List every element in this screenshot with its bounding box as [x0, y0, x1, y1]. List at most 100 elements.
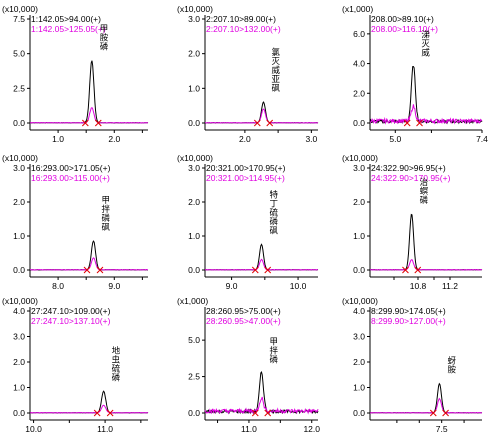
chromatogram-panel-1: (x10,000) 0.0 2.5 5.0 7.5 1.0 2.0 1:142.05>94.0… [2, 4, 149, 144]
legend-entry-1: 20:321.00>170.95(+) [206, 163, 286, 173]
scale-label: (x10,000) [2, 296, 38, 306]
legend-entry-2: 16:293.00>115.00(+) [31, 173, 110, 183]
y-tick-label: 3.0 [13, 163, 25, 173]
trace-2 [370, 397, 483, 414]
chromatogram-panel-2: (x10,000) 0.0 1.0 2.0 3.0 2.0 3.0 2:207.10>89.0… [177, 4, 319, 144]
scale-label: (x1,000) [177, 296, 208, 306]
legend-entry-1: 208.00>89.10(+) [371, 14, 434, 24]
y-tick-label: 0.0 [13, 408, 25, 418]
y-tick-label: 2.0 [13, 357, 25, 367]
legend-entry-1: 8:299.90>174.05(+) [371, 306, 446, 316]
peak-boundary-marker [106, 409, 114, 417]
x-tick-label: 9.0 [226, 281, 238, 291]
x-tick-label: 9.0 [108, 281, 120, 291]
y-tick-label: 3.0 [353, 332, 365, 342]
y-tick-label: 5.0 [13, 49, 25, 59]
trace-2 [369, 104, 483, 125]
y-tick-label: 1.0 [13, 231, 25, 241]
scale-label: (x10,000) [2, 4, 38, 14]
y-tick-label: 1.0 [188, 231, 200, 241]
compound-label: 蚜胺 [447, 356, 456, 376]
peak-boundary-marker [94, 119, 102, 127]
legend-entry-1: 28:260.95>75.00(+) [206, 306, 281, 316]
peak-boundary-marker [414, 266, 422, 274]
trace-2 [369, 259, 483, 271]
peak-boundary-marker [442, 409, 449, 417]
y-tick-label: 0.0 [13, 118, 25, 128]
x-tick-label: 3.0 [305, 134, 317, 144]
x-tick-label: 11.0 [241, 424, 257, 434]
y-tick-label: 2.0 [353, 357, 365, 367]
y-tick-label: 2.5 [13, 83, 25, 93]
legend-entry-1: 27:247.10>109.00(+) [31, 306, 111, 316]
chromatogram-panel-8: (x1,000) 0.0 2.5 5.0 11.0 12.0 28:260.95>75.00… [177, 296, 320, 434]
compound-label: 甲拌磷 [270, 338, 279, 366]
compound-label: 治螟磷 [420, 177, 429, 206]
legend-entry-2: 27:247.10>137.10(+) [31, 316, 111, 326]
legend-entry-2: 24:322.90>170.95(+) [371, 173, 451, 183]
scale-label: (x1,000) [342, 4, 373, 14]
x-tick-label: 2.0 [239, 134, 251, 144]
y-tick-label: 4.0 [13, 306, 25, 316]
y-tick-label: 0.0 [353, 265, 365, 275]
scale-label: (x10,000) [177, 153, 213, 163]
y-tick-label: 2.0 [353, 88, 365, 98]
peak-boundary-marker [81, 119, 89, 127]
legend-entry-2: 28:260.95>47.00(+) [206, 316, 281, 326]
legend-entry-2: 20:321.00>114.95(+) [206, 173, 285, 183]
y-tick-label: 1.0 [13, 383, 25, 393]
x-tick-label: 10.0 [25, 424, 42, 434]
trace-1 [29, 240, 148, 271]
peak-boundary-marker [251, 409, 259, 417]
y-tick-label: 1.0 [353, 231, 365, 241]
y-tick-label: 7.5 [13, 14, 25, 24]
peak-boundary-marker [266, 119, 274, 127]
y-tick-label: 2.0 [188, 49, 200, 59]
legend-entry-2: 2:207.10>132.00(+) [206, 24, 281, 34]
peak-boundary-marker [264, 266, 272, 274]
legend-entry-1: 24:322.90>96.95(+) [371, 163, 446, 173]
y-tick-label: 3.0 [188, 14, 200, 24]
x-tick-label: 1.0 [52, 134, 64, 144]
y-tick-label: 4.0 [353, 59, 365, 69]
y-tick-label: 1.0 [353, 383, 365, 393]
y-tick-label: 2.0 [188, 197, 200, 207]
compound-label: 地虫硫磷 [112, 345, 121, 383]
trace-2 [204, 396, 319, 415]
peak-boundary-marker [402, 266, 409, 274]
trace-1 [30, 60, 149, 124]
y-tick-label: 0.0 [13, 265, 25, 275]
peak-boundary-marker [264, 409, 272, 417]
peak-boundary-marker [96, 266, 104, 274]
trace-1 [204, 243, 319, 271]
peak-boundary-marker [253, 119, 261, 127]
y-tick-label: 3.0 [188, 163, 200, 173]
compound-label: 涕灭威 [421, 30, 430, 59]
trace-2 [29, 107, 149, 124]
y-tick-label: 1.0 [188, 83, 200, 93]
y-tick-label: 0.0 [353, 118, 365, 128]
chromatogram-panel-5: (x10,000) 0.0 1.0 2.0 3.0 9.0 10.0 20:321.00>17… [177, 153, 319, 291]
trace-2 [204, 258, 319, 271]
legend-entry-1: 16:293.00>171.05(+) [31, 163, 111, 173]
legend-entry-1: 1:142.05>94.00(+) [31, 14, 101, 24]
compound-label: 特丁硫磷砜 [270, 190, 279, 237]
y-tick-label: 2.5 [188, 372, 200, 382]
trace-1 [29, 390, 149, 414]
scale-label: (x10,000) [342, 153, 378, 163]
peak-boundary-marker [83, 266, 91, 274]
legend-entry-2: 1:142.05>125.05(+) [31, 24, 106, 34]
chromatogram-panel-3: (x1,000) 0.0 2.0 4.0 6.0 5.0 7.4 208.00>89.10(+… [342, 4, 488, 144]
legend-entry-2: 208.00>116.10(+) [371, 24, 438, 34]
trace-1 [369, 213, 483, 271]
y-tick-label: 0.0 [188, 408, 200, 418]
peak-boundary-marker [93, 409, 101, 417]
x-tick-label: 12.0 [303, 424, 320, 434]
trace-2 [205, 108, 319, 124]
compound-label: 氯灭威亚砜 [271, 47, 280, 94]
x-tick-label: 5.0 [389, 134, 401, 144]
y-tick-label: 2.0 [13, 197, 25, 207]
x-tick-label: 7.4 [476, 134, 488, 144]
legend-entry-1: 2:207.10>89.00(+) [206, 14, 276, 24]
